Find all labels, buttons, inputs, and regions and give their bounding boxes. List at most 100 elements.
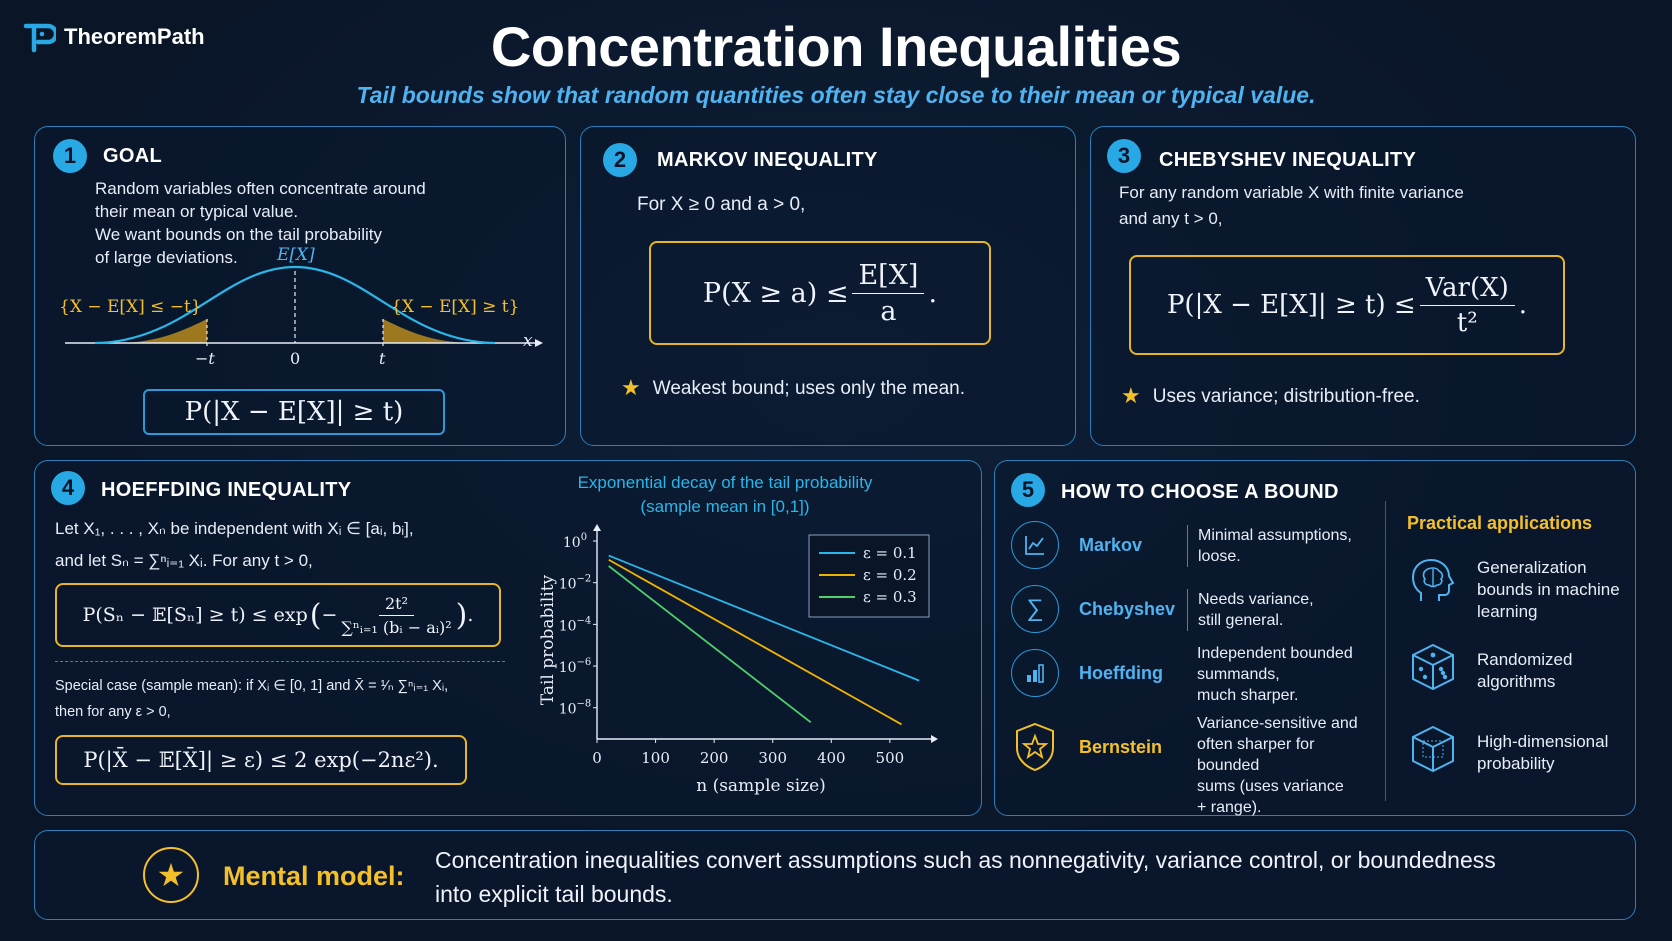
minus-sign: − [321,604,338,626]
chebyshev-formula-lhs: P(|X − E[X]| ≥ t) ≤ [1166,290,1416,320]
right-tail-area [383,319,465,343]
choose-desc-line: Independent bounded [1197,645,1353,662]
panel-choose: 5 HOW TO CHOOSE A BOUND Markov Minimal a… [994,460,1636,816]
markov-condition: For X ≥ 0 and a > 0, [637,194,806,215]
brain-head-icon [1411,558,1455,601]
hoeffding-denominator: ∑ⁿᵢ₌₁ (bᵢ − aᵢ)² [341,617,452,637]
panel-markov: 2 MARKOV INEQUALITY For X ≥ 0 and a > 0,… [580,126,1076,446]
markov-denominator: a [880,295,897,327]
x-tick-label: 500 [876,749,905,767]
dice-icon [1412,643,1454,691]
bar-chart-icon [1011,649,1059,697]
markov-note-text: Weakest bound; uses only the mean. [652,377,966,399]
markov-fraction: E[X] a [852,260,925,327]
step-number-badge: 1 [53,139,87,173]
chebyshev-numerator: Var(X) [1419,273,1515,306]
mental-model-banner: ★ Mental model: Concentration inequaliti… [34,830,1636,920]
dashed-divider [55,661,505,662]
hoeffding-formula-lhs: P(Sₙ − 𝔼[Sₙ] ≥ t) ≤ exp [82,604,308,626]
app-text: Generalization bounds in machine learnin… [1477,557,1620,623]
hoeffding-formula-box: P(Sₙ − 𝔼[Sₙ] ≥ t) ≤ exp ( − 2t² ∑ⁿᵢ₌₁ (b… [55,583,501,647]
chart-x-arrow [931,735,938,743]
goal-text-line: their mean or typical value. [95,202,299,221]
period: . [467,604,474,626]
bell-curve [94,265,496,345]
app-line: algorithms [1477,672,1556,691]
choose-name: Chebyshev [1079,598,1176,619]
panel-title: HOW TO CHOOSE A BOUND [1061,481,1339,503]
panel-chebyshev: 3 CHEBYSHEV INEQUALITY For any random va… [1090,126,1636,446]
goal-text-line: We want bounds on the tail probability [95,225,382,244]
choose-row-chebyshev[interactable]: ∑ Chebyshev [1011,585,1175,633]
chebyshev-fraction: Var(X) t² [1419,273,1515,338]
chebyshev-denominator: t² [1456,307,1478,338]
x-tick-label: 0 [592,749,602,767]
goal-text-line: of large deviations. [95,248,238,267]
choose-list: Markov Minimal assumptions, loose. ∑ Che… [1011,517,1381,816]
choose-name: Hoeffding [1079,662,1163,683]
hoeffding-numerator: 2t² [378,594,415,616]
tick-t: t [379,349,386,368]
bell-curve-diagram [65,265,543,347]
panel-hoeffding: 4 HOEFFDING INEQUALITY Let X₁, . . . , X… [34,460,982,816]
tail-decay-chart: 0 100 200 300 400 500 100 10−2 10−4 10−6 10−8 n (sa… [538,524,938,796]
choose-desc-line: loose. [1198,548,1241,565]
x-tick-label: 400 [817,749,846,767]
chebyshev-condition-2: and any t > 0, [1119,209,1223,228]
choose-name: Markov [1079,534,1143,555]
page-title: Concentration Inequalities [490,15,1182,78]
cube-icon [1412,725,1454,773]
choose-desc-line: Variance-sensitive and [1197,715,1358,732]
app-line: probability [1477,754,1555,773]
mental-model-text-1: Concentration inequalities convert assum… [435,847,1496,873]
chart-title: Exponential decay of the tail probabilit… [577,473,873,492]
chart-y-label: Tail probability [538,574,558,705]
choose-desc-line: Minimal assumptions, [1198,527,1352,544]
step-number-badge: 5 [1011,473,1045,507]
goal-formula-box: P(|X − E[X]| ≥ t) [143,389,445,435]
legend-label: ε = 0.3 [863,588,917,606]
hoeffding-line-1: Let X₁, . . . , Xₙ be independent with X… [55,519,414,538]
mental-model-text-2: into explicit tail bounds. [435,881,673,907]
choose-desc-line: still general. [1198,612,1284,629]
choose-row-hoeffding[interactable]: Hoeffding [1011,649,1163,697]
line-chart-icon [1011,521,1059,569]
logo[interactable]: TheoremPath [22,20,205,54]
step-number-badge: 4 [51,471,85,505]
hoeffding-special-2: then for any ε > 0, [55,704,171,720]
chebyshev-formula-end: . [1518,290,1528,320]
choose-row-markov[interactable]: Markov [1011,521,1142,569]
series-line [608,565,812,724]
y-tick-label: 100 [563,532,587,551]
y-tick-label: 10−4 [559,615,592,634]
paren-close: ) [455,597,468,633]
goal-formula: P(|X − E[X]| ≥ t) [184,397,404,427]
legend-label: ε = 0.2 [863,566,917,584]
series-line [608,554,920,682]
y-tick-label: 10−6 [559,657,592,676]
hoeffding-sample-mean-box: P(|X̄ − 𝔼[X̄]| ≥ ε) ≤ 2 exp(−2nε²). [55,735,467,785]
hoeffding-fraction: 2t² ∑ⁿᵢ₌₁ (bᵢ − aᵢ)² [341,594,451,637]
choose-desc-line: Needs variance, [1198,591,1314,608]
markov-formula-box: P(X ≥ a) ≤ E[X] a . [649,241,991,345]
chart-subtitle: (sample mean in [0,1]) [640,497,810,516]
hoeffding-sample-mean-formula: P(|X̄ − 𝔼[X̄]| ≥ ε) ≤ 2 exp(−2nε²). [83,748,439,772]
mean-label: E[X] [277,245,315,265]
tick-neg-t: −t [195,349,215,368]
applications-title: Practical applications [1407,513,1593,533]
choose-row-bernstein[interactable]: Bernstein [1011,721,1162,773]
star-badge-icon [1011,721,1059,773]
logo-icon [23,23,56,53]
sigma-icon: ∑ [1011,585,1059,633]
choose-desc: Minimal assumptions, loose. [1187,525,1352,567]
x-tick-label: 100 [641,749,670,767]
panel-goal: 1 GOAL Random variables often concentrat… [34,126,566,446]
x-tick-label: 200 [700,749,729,767]
chebyshev-condition-1: For any random variable X with finite va… [1119,183,1464,202]
x-tick-label: 300 [758,749,787,767]
app-line: High-dimensional [1477,732,1609,751]
choose-desc: Needs variance, still general. [1187,589,1314,631]
markov-note: ★ Weakest bound; uses only the mean. [621,375,965,401]
mental-model-label: Mental model: [223,861,405,891]
vertical-divider [1385,501,1386,801]
